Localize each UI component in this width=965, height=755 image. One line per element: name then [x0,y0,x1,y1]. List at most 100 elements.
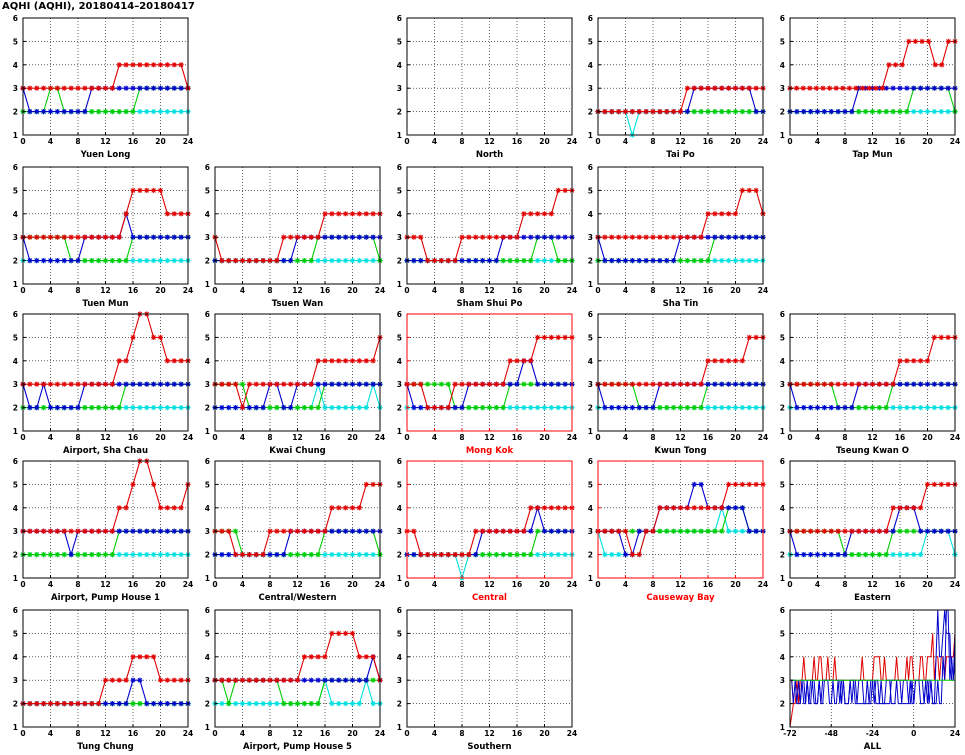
point-red [616,234,622,240]
point-red [938,481,944,487]
tick-label-y: 5 [13,480,18,489]
point-green [96,405,102,411]
tick-label-x: 24 [758,286,768,295]
point-blue [602,258,608,264]
point-red [253,381,259,387]
tick-label-y: 3 [205,233,210,242]
point-blue [27,109,33,115]
point-blue [68,258,74,264]
point-red [47,234,54,240]
point-red [897,505,903,511]
tick-label-y: 6 [205,606,210,615]
point-blue [27,405,33,411]
point-green [267,405,273,411]
point-red [924,481,931,487]
point-cyan [130,405,136,411]
point-blue [897,85,903,91]
point-red [507,234,513,240]
point-blue [418,258,424,264]
point-green [102,109,109,115]
point-red [343,630,349,636]
point-green [705,109,711,115]
point-red [945,38,951,44]
tick-label-y: 6 [205,310,210,319]
point-red [473,381,479,387]
point-red [473,528,479,534]
point-red [528,358,534,364]
point-red [821,381,827,387]
point-red [541,211,548,217]
point-green [301,405,307,411]
point-green [301,258,307,264]
point-red [61,234,67,240]
point-red [808,381,814,387]
point-red [873,85,879,91]
point-blue [47,405,54,411]
point-red [233,552,239,558]
point-red [643,528,649,534]
point-red [684,381,690,387]
tick-label-y: 3 [780,676,785,685]
point-green [301,552,307,558]
point-blue [349,677,356,683]
point-blue [329,234,335,240]
point-cyan [562,405,568,411]
point-blue [535,234,541,240]
point-green [116,405,122,411]
point-red [336,211,342,217]
point-green [863,552,869,558]
point-green [890,109,896,115]
point-red [47,381,54,387]
point-blue [507,381,513,387]
point-cyan [137,109,143,115]
tick-label-x: 20 [155,580,165,589]
point-blue [281,258,287,264]
point-red [807,85,813,91]
point-red [548,211,554,217]
point-green [507,258,513,264]
point-red [918,358,924,364]
point-cyan [178,405,184,411]
point-red [329,211,335,217]
point-cyan [343,701,349,707]
point-red [827,85,833,91]
point-red [629,109,635,115]
point-green [528,381,534,387]
point-green [677,258,684,264]
point-red [452,258,458,264]
point-cyan [329,405,335,411]
tick-label-x: 16 [128,580,138,589]
point-cyan [918,109,924,115]
point-green [102,258,109,264]
point-red [171,358,177,364]
point-red [431,552,438,558]
point-red [739,85,745,91]
point-blue [178,701,184,707]
point-cyan [144,552,150,558]
tick-label-x: 16 [512,580,522,589]
point-blue [945,381,951,387]
point-red [137,187,143,193]
point-cyan [746,405,752,411]
point-cyan [739,405,745,411]
point-red [521,358,527,364]
point-red [315,654,321,660]
point-cyan [918,405,924,411]
point-green [493,405,499,411]
point-red [329,505,335,511]
tick-label-y: 2 [13,108,18,117]
point-blue [164,701,170,707]
point-red [657,234,663,240]
point-green [876,405,882,411]
tick-label-x: 24 [567,729,577,738]
tick-label-x: 20 [155,433,165,442]
point-cyan [123,552,129,558]
tick-label-x: 24 [183,580,193,589]
point-green [466,405,472,411]
tick-label-x: 24 [567,580,577,589]
point-blue [555,381,561,387]
point-green [123,258,129,264]
point-cyan [562,552,568,558]
